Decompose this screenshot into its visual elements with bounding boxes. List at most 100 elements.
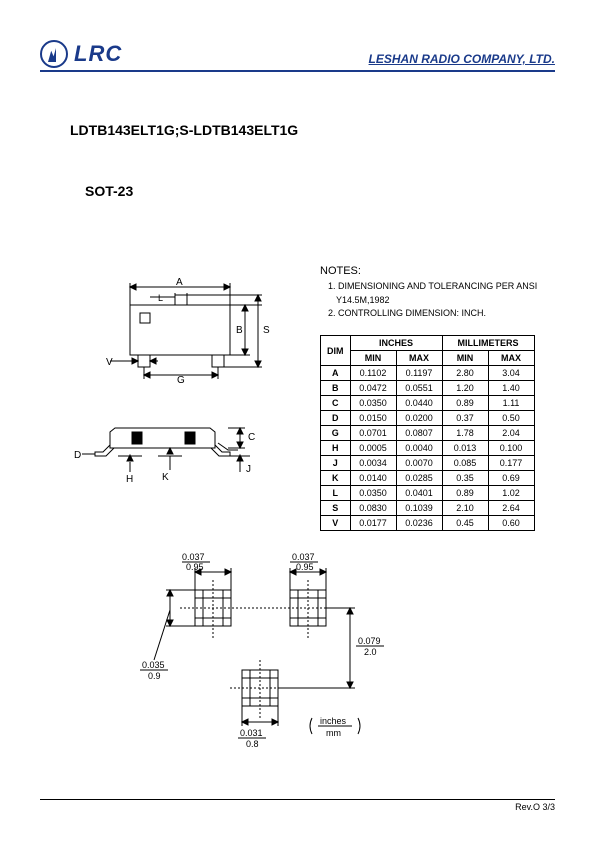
dim-cell: D xyxy=(321,411,351,426)
dim-cell: H xyxy=(321,441,351,456)
fp-unit-in: inches xyxy=(320,716,347,726)
mmax-cell: 0.50 xyxy=(488,411,534,426)
imax-cell: 0.0070 xyxy=(396,456,442,471)
header: LRC LESHAN RADIO COMPANY, LTD. xyxy=(40,40,555,72)
max-head-2: MAX xyxy=(488,351,534,366)
mmin-cell: 0.45 xyxy=(442,516,488,531)
fp-topleft-in: 0.037 xyxy=(182,552,205,562)
mmax-cell: 1.02 xyxy=(488,486,534,501)
table-row: C0.03500.04400.891.11 xyxy=(321,396,535,411)
mmax-cell: 1.40 xyxy=(488,381,534,396)
mmax-cell: 3.04 xyxy=(488,366,534,381)
table-row: K0.01400.02850.350.69 xyxy=(321,471,535,486)
mmin-cell: 0.013 xyxy=(442,441,488,456)
imax-cell: 0.0807 xyxy=(396,426,442,441)
imax-cell: 0.0440 xyxy=(396,396,442,411)
notes-line2: 2. CONTROLLING DIMENSION: INCH. xyxy=(328,308,537,320)
dim-cell: K xyxy=(321,471,351,486)
dim-v-label: V xyxy=(106,357,113,368)
fp-topright-mm: 0.95 xyxy=(296,562,314,572)
mmin-cell: 0.35 xyxy=(442,471,488,486)
table-row: G0.07010.08071.782.04 xyxy=(321,426,535,441)
footprint-diagram: 0.037 0.95 0.037 0.95 0.079 2.0 0.035 0.… xyxy=(140,550,420,750)
table-row: A0.11020.11972.803.04 xyxy=(321,366,535,381)
imin-cell: 0.0034 xyxy=(350,456,396,471)
package-label: SOT-23 xyxy=(85,183,555,199)
dim-cell: L xyxy=(321,486,351,501)
notes-line1: 1. DIMENSIONING AND TOLERANCING PER ANSI xyxy=(328,281,537,293)
dim-cell: B xyxy=(321,381,351,396)
dim-g-label: G xyxy=(177,375,185,385)
mmax-cell: 0.177 xyxy=(488,456,534,471)
logo-text: LRC xyxy=(74,41,122,67)
imax-cell: 0.0200 xyxy=(396,411,442,426)
mmax-cell: 0.100 xyxy=(488,441,534,456)
notes-heading: NOTES: xyxy=(320,265,537,277)
imax-cell: 0.1197 xyxy=(396,366,442,381)
mmin-cell: 0.89 xyxy=(442,396,488,411)
fp-left-mm: 0.9 xyxy=(148,671,161,681)
dim-cell: S xyxy=(321,501,351,516)
table-row: B0.04720.05511.201.40 xyxy=(321,381,535,396)
notes-line1b: Y14.5M,1982 xyxy=(336,295,537,307)
dimension-table: DIM INCHES MILLIMETERS MIN MAX MIN MAX A… xyxy=(320,335,535,531)
imin-cell: 0.0472 xyxy=(350,381,396,396)
mmin-cell: 1.78 xyxy=(442,426,488,441)
dim-b-label: B xyxy=(236,325,243,336)
dim-h-label: H xyxy=(126,474,133,485)
dim-d-label: D xyxy=(74,450,81,461)
imax-cell: 0.0285 xyxy=(396,471,442,486)
imin-cell: 0.0350 xyxy=(350,486,396,501)
table-row: H0.00050.00400.0130.100 xyxy=(321,441,535,456)
table-row: D0.01500.02000.370.50 xyxy=(321,411,535,426)
imin-cell: 0.0701 xyxy=(350,426,396,441)
dim-k-label: K xyxy=(162,472,169,483)
footer: Rev.O 3/3 xyxy=(40,799,555,812)
mm-head: MILLIMETERS xyxy=(442,336,534,351)
inches-head: INCHES xyxy=(350,336,442,351)
mmax-cell: 1.11 xyxy=(488,396,534,411)
fp-bot-in: 0.031 xyxy=(240,728,263,738)
dim-cell: J xyxy=(321,456,351,471)
fp-height-mm: 2.0 xyxy=(364,647,377,657)
package-side-diagram: D H K C J xyxy=(70,410,300,490)
mmax-cell: 0.69 xyxy=(488,471,534,486)
imin-cell: 0.0177 xyxy=(350,516,396,531)
imax-cell: 0.0236 xyxy=(396,516,442,531)
min-head-2: MIN xyxy=(442,351,488,366)
imin-cell: 0.0830 xyxy=(350,501,396,516)
logo: LRC xyxy=(40,40,122,68)
min-head-1: MIN xyxy=(350,351,396,366)
dim-l-label: L xyxy=(158,293,163,303)
dim-c-label: C xyxy=(248,432,255,443)
table-row: L0.03500.04010.891.02 xyxy=(321,486,535,501)
mmin-cell: 2.80 xyxy=(442,366,488,381)
imax-cell: 0.0040 xyxy=(396,441,442,456)
table-row: S0.08300.10392.102.64 xyxy=(321,501,535,516)
dim-cell: V xyxy=(321,516,351,531)
imax-cell: 0.1039 xyxy=(396,501,442,516)
logo-icon xyxy=(40,40,68,68)
mmin-cell: 0.085 xyxy=(442,456,488,471)
max-head-1: MAX xyxy=(396,351,442,366)
imin-cell: 0.0140 xyxy=(350,471,396,486)
fp-unit-mm: mm xyxy=(326,728,341,738)
company-name: LESHAN RADIO COMPANY, LTD. xyxy=(369,52,555,68)
dim-cell: G xyxy=(321,426,351,441)
imin-cell: 0.0005 xyxy=(350,441,396,456)
mmax-cell: 2.64 xyxy=(488,501,534,516)
package-top-diagram: A L B S V G xyxy=(80,275,290,385)
mmin-cell: 2.10 xyxy=(442,501,488,516)
fp-left-in: 0.035 xyxy=(142,660,165,670)
fp-topleft-mm: 0.95 xyxy=(186,562,204,572)
dim-a-label: A xyxy=(176,277,183,288)
dim-cell: A xyxy=(321,366,351,381)
dim-head: DIM xyxy=(321,336,351,366)
imax-cell: 0.0401 xyxy=(396,486,442,501)
imin-cell: 0.1102 xyxy=(350,366,396,381)
part-number-title: LDTB143ELT1G;S-LDTB143ELT1G xyxy=(70,122,555,138)
table-row: V0.01770.02360.450.60 xyxy=(321,516,535,531)
table-row: J0.00340.00700.0850.177 xyxy=(321,456,535,471)
dim-cell: C xyxy=(321,396,351,411)
mmin-cell: 1.20 xyxy=(442,381,488,396)
